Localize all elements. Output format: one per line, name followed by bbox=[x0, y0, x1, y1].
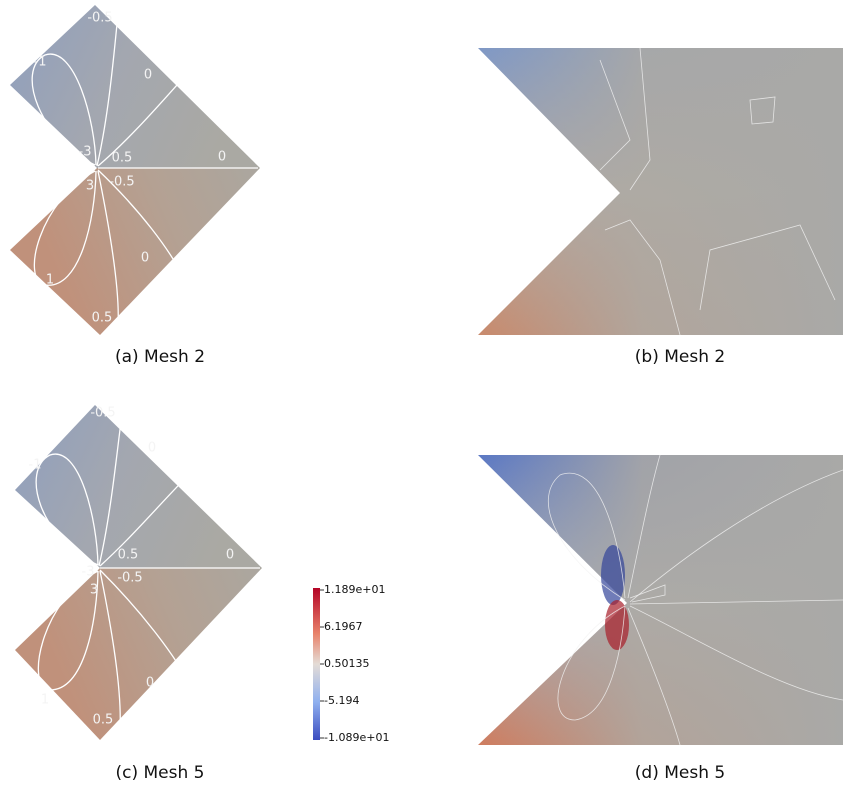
contour-label: 1 bbox=[41, 693, 49, 708]
colorbar-label: 6.1967 bbox=[324, 620, 363, 633]
contour-label: 0.5 bbox=[118, 548, 139, 563]
panel-a bbox=[10, 5, 260, 335]
colorbar-label: -5.194 bbox=[324, 694, 359, 707]
contour-label: 0.5 bbox=[112, 151, 133, 166]
contour-label: 0 bbox=[218, 150, 226, 165]
caption: (d) Mesh 5 bbox=[635, 763, 725, 783]
caption: (b) Mesh 2 bbox=[635, 347, 725, 367]
contour-label: -1 bbox=[29, 458, 42, 473]
contour-label: -3 bbox=[82, 565, 95, 580]
contour-label: -0.5 bbox=[87, 11, 112, 26]
contour-label: -1 bbox=[34, 55, 47, 70]
caption: (c) Mesh 5 bbox=[116, 763, 205, 783]
caption: (a) Mesh 2 bbox=[115, 347, 205, 367]
colorbar bbox=[313, 588, 320, 740]
contour-label: 0 bbox=[146, 676, 154, 691]
panel-b bbox=[478, 47, 843, 336]
contour-label: -0.5 bbox=[90, 406, 115, 421]
panel-d bbox=[478, 454, 843, 746]
contour-label: 0.5 bbox=[92, 311, 113, 326]
contour-label: 0.5 bbox=[93, 713, 114, 728]
contour-label: 0 bbox=[144, 68, 152, 83]
contour-label: -3 bbox=[79, 145, 92, 160]
panel-c bbox=[15, 405, 262, 740]
contour-label: 0 bbox=[148, 441, 156, 456]
contour-label: -0.5 bbox=[117, 571, 142, 586]
contour-label: 0 bbox=[141, 251, 149, 266]
contour-label: 1 bbox=[46, 273, 54, 288]
colorbar-label: 0.50135 bbox=[324, 657, 370, 670]
contour-label: -0.5 bbox=[109, 175, 134, 190]
contour-label: 3 bbox=[90, 583, 98, 598]
colorbar-label: 1.189e+01 bbox=[324, 583, 385, 596]
contour-label: 3 bbox=[86, 179, 94, 194]
colorbar-label: -1.089e+01 bbox=[324, 731, 389, 744]
contour-label: 0 bbox=[226, 548, 234, 563]
